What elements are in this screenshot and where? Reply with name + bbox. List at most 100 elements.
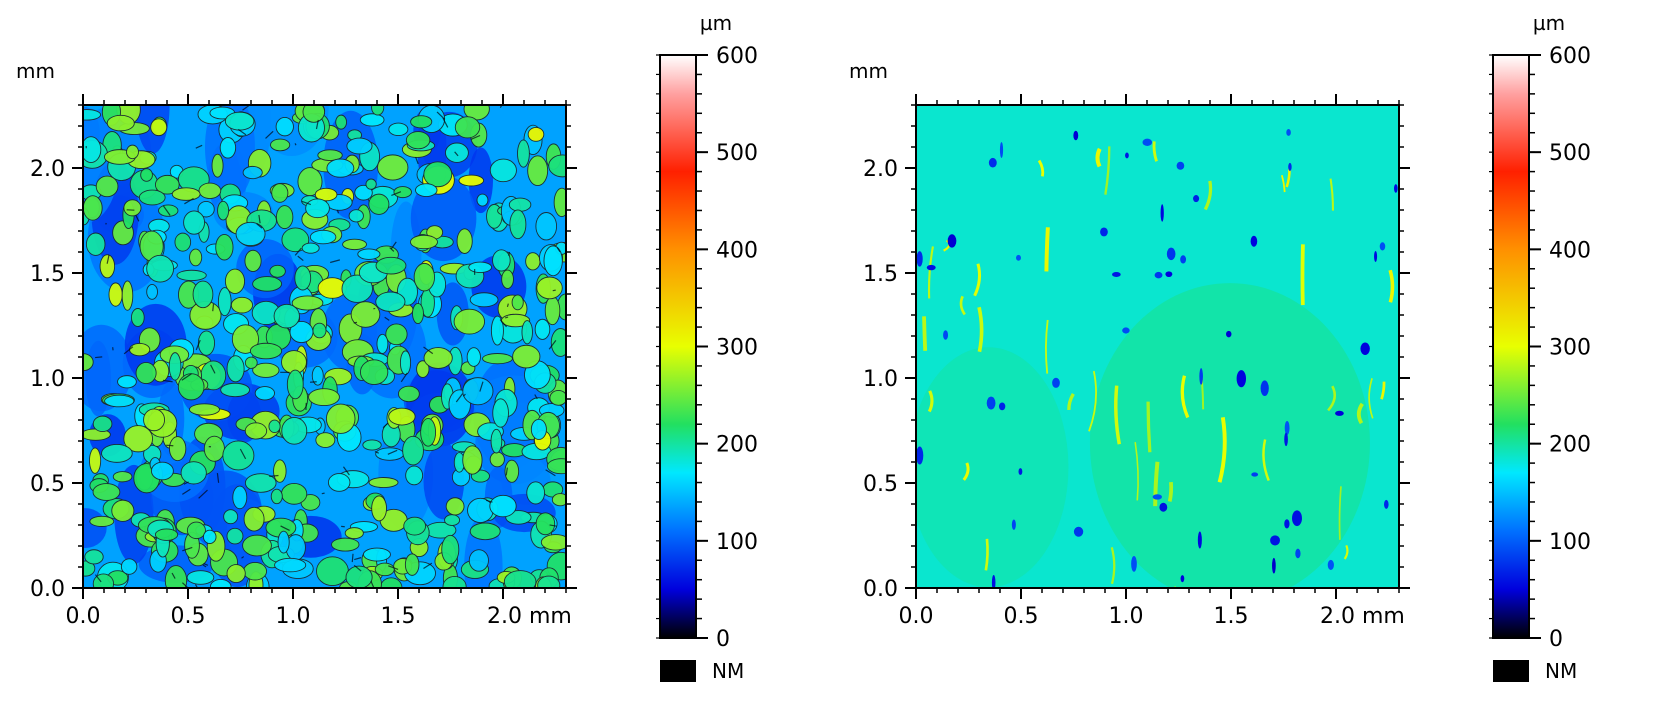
grain	[271, 183, 289, 203]
grain	[171, 187, 201, 201]
grain	[346, 137, 373, 155]
colorbar-gradient	[1492, 54, 1530, 639]
colorbar-gradient	[659, 54, 697, 639]
ridge-streak	[1388, 269, 1395, 303]
grain	[375, 256, 407, 275]
crack	[321, 492, 325, 495]
grain	[453, 308, 486, 335]
grain	[154, 174, 180, 195]
grain	[444, 142, 469, 163]
valley-patch	[83, 508, 107, 548]
grain	[312, 322, 327, 339]
grain	[345, 565, 373, 588]
grain	[344, 527, 364, 540]
crack	[216, 472, 220, 483]
grain	[415, 183, 438, 197]
grain	[420, 417, 437, 447]
grain	[409, 234, 438, 250]
grain	[540, 534, 566, 551]
grain	[275, 116, 294, 137]
colorbar: µm NM 0 100 200 300 400 500 600	[656, 11, 758, 683]
y-tick-label: 2.0	[30, 157, 65, 182]
grain	[441, 534, 460, 565]
grain	[410, 115, 433, 129]
pit	[999, 142, 1004, 158]
grain	[544, 296, 561, 326]
colorbar: µm NM 0 100 200 300 400 500 600	[1489, 11, 1591, 683]
pit	[1159, 502, 1168, 512]
grain	[416, 360, 430, 378]
pit	[1260, 380, 1269, 397]
grain	[305, 198, 330, 219]
crack	[182, 488, 191, 495]
y-unit-label: mm	[849, 59, 888, 83]
y-tick-label: 0.5	[30, 472, 65, 497]
y-unit-label: mm	[16, 59, 55, 83]
y-tick-label: 1.0	[30, 367, 65, 392]
colorbar-tick-label: 300	[716, 336, 758, 361]
grain	[215, 233, 234, 261]
grain	[462, 445, 483, 475]
grain	[92, 483, 121, 501]
pit	[1142, 138, 1153, 147]
grain	[526, 481, 546, 505]
x-tick-label: 2.0 mm	[1320, 604, 1405, 629]
grain	[177, 373, 205, 401]
crack	[382, 422, 389, 429]
ridge-streak	[1152, 141, 1158, 162]
grain	[374, 562, 395, 577]
pit	[1360, 342, 1370, 355]
grain	[202, 529, 217, 544]
crack	[390, 241, 397, 250]
ridge-streak	[1095, 147, 1102, 168]
grain	[269, 264, 286, 278]
grain	[553, 187, 566, 218]
grain	[235, 221, 266, 247]
grain	[462, 377, 494, 406]
colorbar-tick-label: 400	[1549, 238, 1591, 263]
grain	[83, 195, 103, 221]
grain	[489, 451, 505, 468]
grain	[176, 269, 207, 282]
crack	[135, 214, 140, 222]
grain	[85, 232, 106, 256]
crack	[195, 339, 201, 351]
pit	[1180, 255, 1187, 264]
grain	[423, 161, 453, 188]
grain	[359, 359, 389, 385]
grain	[317, 149, 343, 161]
grain	[385, 323, 408, 346]
crack	[162, 205, 171, 216]
pit	[1272, 557, 1276, 574]
pit	[1112, 272, 1121, 278]
pit	[1286, 129, 1291, 136]
grain	[316, 556, 349, 587]
height-features	[916, 129, 1398, 588]
grain	[546, 458, 566, 475]
x-tick-label: 1.0	[276, 604, 311, 629]
axes: 0.0 0.5 1.0 1.5 2.0 mm 0.0 0.5 1.0 1.5 2.0	[863, 94, 1410, 629]
colorbar-tick-label: 0	[1549, 627, 1563, 652]
ridge-streak	[1146, 401, 1152, 453]
grain	[83, 560, 96, 577]
y-tick-label: 1.5	[30, 262, 65, 287]
grain	[362, 439, 382, 451]
grain	[311, 365, 324, 386]
ridge-streak	[1045, 319, 1049, 374]
grain	[294, 265, 312, 291]
y-tick-label: 0.0	[863, 577, 898, 602]
colorbar-tick-label: 600	[1549, 44, 1591, 69]
crack	[556, 247, 561, 253]
grain	[143, 408, 166, 432]
ridge-streak	[962, 462, 970, 481]
pit	[1011, 519, 1016, 530]
pit	[1394, 184, 1398, 193]
ridge-streak	[1262, 439, 1270, 481]
crack	[353, 564, 362, 572]
ridge-streak	[973, 263, 982, 297]
grain	[365, 178, 377, 190]
colorbar-tick-label: 100	[716, 530, 758, 555]
crack	[548, 340, 557, 350]
pit	[1251, 472, 1259, 477]
grain	[549, 389, 566, 406]
